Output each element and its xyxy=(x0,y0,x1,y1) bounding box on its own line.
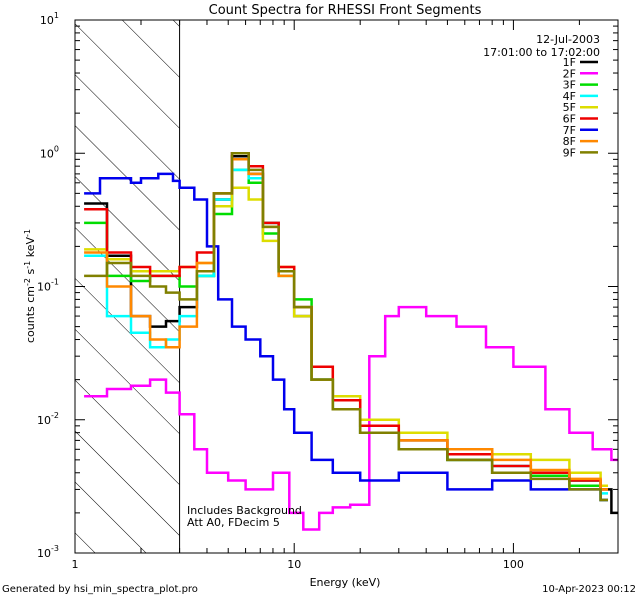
legend-label-7F: 7F xyxy=(563,124,576,137)
svg-text:counts cm-2 s-1 keV-1: counts cm-2 s-1 keV-1 xyxy=(23,229,37,343)
footer-generated: Generated by hsi_min_spectra_plot.pro xyxy=(2,584,198,595)
y-axis-label: counts cm-2 s-1 keV-1 xyxy=(23,229,37,343)
y-axis-ticks: 10-3 10-2 10-1 100 101 xyxy=(37,11,618,560)
legend-label-5F: 5F xyxy=(563,101,576,114)
legend-label-2F: 2F xyxy=(563,67,576,80)
series-line-9F xyxy=(84,152,608,502)
y-tick-label: 101 xyxy=(40,11,59,27)
x-tick-label: 1 xyxy=(72,558,79,571)
legend-label-6F: 6F xyxy=(563,113,576,126)
annotation-background: Includes Background xyxy=(187,504,302,517)
y-tick-label: 10-1 xyxy=(37,278,59,294)
y-tick-label: 10-2 xyxy=(37,411,59,427)
footer-timestamp: 10-Apr-2023 00:12 xyxy=(542,584,636,595)
date-label: 12-Jul-2003 xyxy=(536,33,600,46)
x-axis-ticks: 1 10 100 xyxy=(72,20,619,571)
series-layer xyxy=(84,152,618,531)
y-tick-label: 10-3 xyxy=(37,544,59,560)
legend-label-3F: 3F xyxy=(563,79,576,92)
annotation-attenuator: Att A0, FDecim 5 xyxy=(187,516,280,529)
series-line-7F xyxy=(84,172,608,502)
x-tick-label: 10 xyxy=(287,558,301,571)
legend-label-9F: 9F xyxy=(563,146,576,159)
legend-label-8F: 8F xyxy=(563,135,576,148)
legend-label-1F: 1F xyxy=(563,56,576,69)
x-tick-label: 100 xyxy=(503,558,524,571)
time-range-label: 17:01:00 to 17:02:00 xyxy=(483,46,600,59)
y-tick-label: 100 xyxy=(40,144,59,160)
x-axis-label: Energy (keV) xyxy=(310,576,381,589)
legend-label-4F: 4F xyxy=(563,90,576,103)
series-line-2F xyxy=(84,305,618,531)
chart-title: Count Spectra for RHESSI Front Segments xyxy=(209,3,482,18)
